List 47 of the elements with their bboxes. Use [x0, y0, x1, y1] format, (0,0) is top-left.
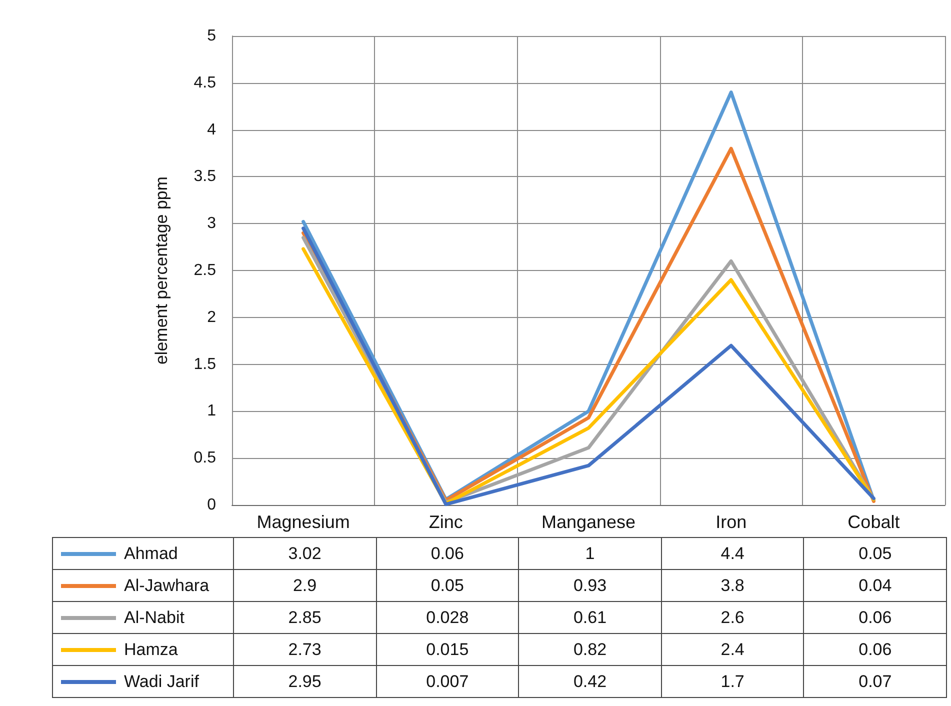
- data-label: 0.93: [518, 570, 662, 602]
- y-tick-label: 5: [207, 28, 216, 44]
- data-label: 0.82: [518, 634, 662, 666]
- data-label: 0.06: [804, 634, 946, 666]
- data-label: 2.9: [234, 570, 376, 602]
- y-tick-label: 3: [207, 215, 216, 232]
- y-tick-label: 1: [207, 402, 216, 420]
- data-label: 1: [518, 538, 662, 570]
- y-tick-label: 0: [207, 496, 216, 514]
- y-tick-label: 1.5: [194, 356, 216, 373]
- data-label: 2.95: [234, 666, 376, 698]
- data-label: 0.015: [376, 634, 519, 666]
- data-label: 0.06: [804, 602, 946, 634]
- y-tick-label: 2: [207, 308, 216, 326]
- data-label: 1.7: [661, 666, 804, 698]
- y-tick-label: 4: [207, 121, 216, 138]
- legend-label: Wadi Jarif: [52, 666, 234, 698]
- data-label: 3.02: [234, 538, 376, 570]
- x-tick-label: Cobalt: [848, 512, 900, 532]
- data-label: 0.06: [376, 538, 519, 570]
- data-label: 2.85: [234, 602, 376, 634]
- legend-label: Al-Nabit: [52, 602, 234, 634]
- data-label: 0.05: [804, 538, 946, 570]
- y-tick-label: 3.5: [194, 168, 216, 186]
- data-label: 0.61: [518, 602, 662, 634]
- legend-label: Ahmad: [52, 538, 234, 570]
- data-label: 4.4: [661, 538, 804, 570]
- data-label: 3.8: [661, 570, 804, 602]
- data-label: 2.6: [661, 602, 804, 634]
- data-label: 2.4: [661, 634, 804, 666]
- x-tick-label: Zinc: [428, 512, 463, 532]
- y-tick-label: 0.5: [194, 450, 216, 467]
- legend-label: Hamza: [52, 634, 234, 666]
- data-label: 0.05: [376, 570, 519, 602]
- x-tick-label: Manganese: [541, 512, 636, 532]
- data-label: 2.73: [234, 634, 376, 666]
- x-tick-label: Magnesium: [256, 512, 350, 532]
- y-tick-label: 2.5: [194, 262, 216, 279]
- data-label: 0.04: [804, 570, 946, 602]
- x-tick-label: Iron: [716, 512, 747, 532]
- y-axis-title: element percentage ppm: [152, 176, 171, 365]
- data-label: 0.007: [376, 666, 519, 698]
- legend-label: Al-Jawhara: [52, 570, 234, 602]
- y-tick-label: 4.5: [194, 74, 216, 92]
- data-label: 0.028: [376, 602, 519, 634]
- data-label: 0.42: [518, 666, 662, 698]
- data-label: 0.07: [804, 666, 946, 698]
